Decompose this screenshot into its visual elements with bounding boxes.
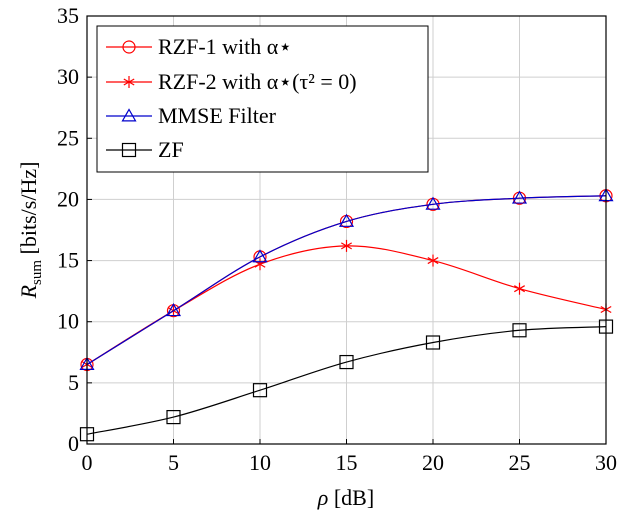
- series-square: [79, 319, 614, 442]
- y-tick-label: 15: [57, 248, 79, 273]
- legend-label: RZF-2 with α⋆(τ² = 0): [158, 69, 357, 94]
- y-axis-label-unit: [bits/s/Hz]: [16, 162, 41, 260]
- y-tick-label: 20: [57, 186, 79, 211]
- x-tick-label: 15: [336, 450, 358, 475]
- x-tick-label: 10: [249, 450, 271, 475]
- data-point: [254, 258, 266, 271]
- y-tick-label: 35: [57, 3, 79, 28]
- data-point: [166, 409, 181, 425]
- legend-marker: [122, 40, 136, 54]
- y-tick-label: 25: [57, 125, 79, 150]
- x-tick-label: 20: [422, 450, 444, 475]
- x-tick-label: 25: [509, 450, 531, 475]
- legend-entry: MMSE Filter: [106, 103, 277, 128]
- y-axis-label-symbol: R: [16, 284, 41, 299]
- series-triangle: [79, 188, 614, 370]
- legend-marker: [123, 76, 135, 88]
- legend: RZF-1 with α⋆ RZF-2 with α⋆(τ² = 0) MMSE F…: [96, 25, 429, 173]
- x-tick-label: 30: [595, 450, 617, 475]
- legend-entry: ZF: [106, 137, 184, 162]
- series-line: [86, 326, 607, 435]
- x-axis-label: ρ [dB]: [317, 485, 374, 510]
- legend-entry: RZF-2 with α⋆(τ² = 0): [106, 69, 357, 94]
- data-point: [512, 323, 527, 338]
- x-axis-label-unit: [dB]: [328, 485, 374, 510]
- data-point: [339, 354, 354, 370]
- series-layer: [79, 188, 614, 442]
- legend-label: RZF-1 with α⋆: [158, 34, 292, 59]
- legend-label: ZF: [158, 137, 184, 162]
- legend-label: MMSE Filter: [158, 103, 277, 128]
- legend-marker: [121, 142, 137, 158]
- data-point: [514, 282, 525, 295]
- data-point: [425, 196, 441, 210]
- data-point: [511, 190, 528, 204]
- data-point: [341, 239, 352, 252]
- data-point: [252, 383, 268, 398]
- y-tick-label: 10: [57, 309, 79, 334]
- svg-text:Rsum [bits/s/Hz]: Rsum [bits/s/Hz]: [16, 162, 45, 300]
- legend-marker: [121, 108, 137, 122]
- y-tick-label: 30: [57, 64, 79, 89]
- x-tick-label: 5: [168, 450, 179, 475]
- y-tick-label: 5: [68, 370, 79, 395]
- y-tick-label: 0: [68, 431, 79, 456]
- data-point: [427, 254, 439, 267]
- data-point: [425, 335, 441, 350]
- x-tick-label: 0: [82, 450, 93, 475]
- data-point: [165, 302, 182, 317]
- data-point: [338, 213, 355, 227]
- data-point: [252, 249, 268, 263]
- series-line: [86, 195, 607, 366]
- legend-box: [96, 25, 429, 173]
- tick-labels: 0 5 10 15 20 25 30 0 5 10 15 20 25 30 35: [57, 3, 617, 475]
- y-axis-label: Rsum [bits/s/Hz]: [16, 162, 45, 300]
- legend-entry: RZF-1 with α⋆: [106, 34, 292, 59]
- x-axis-label-symbol: ρ: [317, 485, 329, 510]
- y-axis-label-subscript: sum: [29, 260, 45, 285]
